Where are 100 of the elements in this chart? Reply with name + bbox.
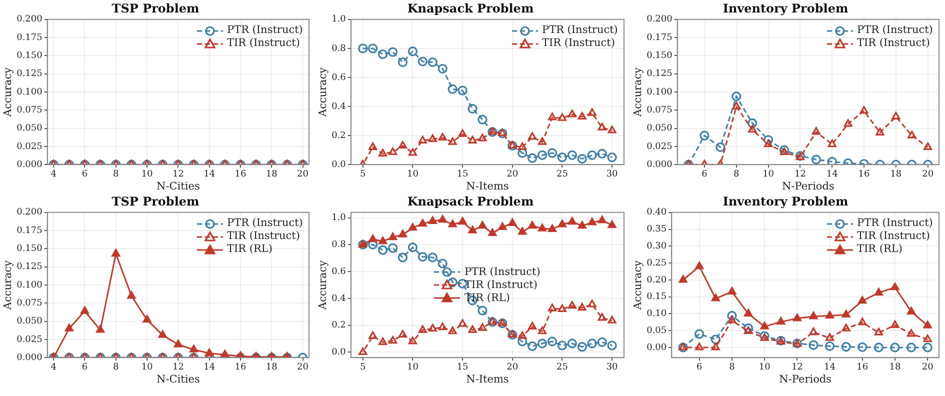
x-tick-label: 6 bbox=[702, 169, 708, 180]
y-tick-label: 0.30 bbox=[646, 242, 667, 252]
y-tick-label: 0.0 bbox=[332, 348, 346, 358]
y-axis-title: Accuracy bbox=[2, 67, 14, 118]
y-tick-label: 0.050 bbox=[16, 124, 43, 134]
x-tick-label: 25 bbox=[556, 362, 568, 372]
chart-title: Knapsack Problem bbox=[407, 194, 534, 208]
x-tick-label: 16 bbox=[856, 362, 868, 372]
y-tick-label: 0.050 bbox=[16, 316, 43, 327]
y-tick-label: 0.125 bbox=[646, 69, 673, 80]
legend-label: TIR (RL) bbox=[227, 243, 272, 256]
x-tick-label: 16 bbox=[234, 169, 246, 180]
x-tick-label: 5 bbox=[360, 169, 366, 180]
x-axis-title: N-Cities bbox=[156, 373, 200, 386]
y-tick-label: 0.175 bbox=[16, 226, 43, 236]
x-tick-label: 12 bbox=[172, 362, 184, 372]
x-tick-label: 20 bbox=[297, 362, 309, 372]
y-tick-label: 0.20 bbox=[646, 275, 667, 286]
y-tick-label: 0.0 bbox=[332, 160, 346, 170]
y-tick-label: 0.00 bbox=[646, 342, 667, 353]
x-tick-label: 10 bbox=[141, 169, 154, 180]
y-tick-label: 0.125 bbox=[16, 262, 43, 272]
x-tick-label: 15 bbox=[456, 169, 469, 180]
chart-title: Inventory Problem bbox=[722, 1, 848, 16]
y-tick-label: 0.175 bbox=[646, 32, 673, 43]
y-tick-label: 0.075 bbox=[646, 105, 673, 116]
legend-label: PTR (Instruct) bbox=[227, 217, 303, 230]
y-tick-label: 0.150 bbox=[16, 244, 43, 254]
x-tick-label: 8 bbox=[729, 362, 736, 372]
y-tick-label: 0.000 bbox=[16, 160, 43, 170]
x-tick-label: 14 bbox=[204, 362, 216, 372]
y-tick-label: 0.2 bbox=[332, 320, 346, 331]
y-tick-label: 0.150 bbox=[646, 51, 673, 62]
y-tick-label: 0.100 bbox=[16, 87, 43, 98]
x-axis-title: N-Periods bbox=[782, 180, 834, 192]
y-tick-label: 0.200 bbox=[16, 14, 43, 25]
x-tick-label: 10 bbox=[758, 362, 771, 372]
y-tick-label: 0.35 bbox=[646, 224, 667, 235]
chart-title: Knapsack Problem bbox=[407, 1, 534, 16]
y-tick-label: 0.000 bbox=[16, 352, 43, 363]
x-tick-label: 20 bbox=[297, 169, 309, 180]
x-tick-label: 4 bbox=[50, 169, 57, 180]
x-tick-label: 18 bbox=[890, 169, 902, 180]
x-tick-label: 20 bbox=[922, 169, 934, 180]
y-tick-label: 0.200 bbox=[16, 208, 43, 218]
y-tick-label: 0.4 bbox=[332, 294, 346, 304]
legend-label: PTR (Instruct) bbox=[857, 24, 933, 38]
legend-label: TIR (RL) bbox=[857, 243, 902, 256]
x-tick-label: 6 bbox=[696, 362, 702, 372]
y-tick-label: 0.175 bbox=[16, 32, 43, 43]
x-tick-label: 18 bbox=[889, 362, 901, 372]
y-tick-label: 0.125 bbox=[16, 69, 43, 80]
x-tick-label: 10 bbox=[141, 362, 154, 372]
y-tick-label: 0.6 bbox=[332, 266, 346, 277]
y-axis-title: Accuracy bbox=[2, 260, 14, 311]
x-tick-label: 16 bbox=[234, 362, 246, 372]
x-axis-title: N-Items bbox=[466, 180, 509, 192]
y-tick-label: 0.200 bbox=[646, 14, 673, 25]
y-tick-label: 0.40 bbox=[646, 208, 667, 218]
x-tick-label: 8 bbox=[113, 362, 120, 372]
x-tick-label: 20 bbox=[506, 362, 518, 372]
y-tick-label: 0.05 bbox=[646, 326, 667, 336]
y-tick-label: 0.8 bbox=[332, 240, 346, 250]
y-tick-label: 0.050 bbox=[646, 124, 673, 134]
y-tick-label: 1.0 bbox=[332, 14, 346, 25]
chart-title: TSP Problem bbox=[112, 1, 200, 16]
x-tick-label: 18 bbox=[266, 169, 278, 180]
x-tick-label: 14 bbox=[826, 169, 838, 180]
x-tick-label: 20 bbox=[922, 362, 934, 372]
y-tick-label: 0.025 bbox=[16, 334, 43, 345]
y-axis-title: Accuracy bbox=[317, 67, 330, 118]
legend-label: TIR (Instruct) bbox=[227, 230, 300, 244]
y-tick-label: 0.4 bbox=[332, 102, 346, 112]
x-tick-label: 20 bbox=[506, 169, 518, 180]
legend-label: TIR (Instruct) bbox=[542, 37, 615, 50]
legend-label: PTR (Instruct) bbox=[857, 217, 933, 230]
x-tick-label: 6 bbox=[82, 362, 88, 372]
y-tick-label: 0.100 bbox=[16, 280, 43, 290]
y-tick-label: 0.150 bbox=[16, 51, 43, 62]
x-tick-label: 30 bbox=[606, 169, 618, 180]
x-tick-label: 25 bbox=[556, 169, 568, 180]
chart-title: Inventory Problem bbox=[722, 194, 848, 208]
y-axis-title: Accuracy bbox=[632, 260, 644, 311]
y-tick-label: 0.000 bbox=[646, 160, 673, 170]
x-tick-label: 30 bbox=[606, 362, 618, 372]
x-tick-label: 14 bbox=[824, 362, 836, 372]
x-tick-label: 16 bbox=[858, 169, 870, 180]
x-tick-label: 12 bbox=[794, 169, 806, 180]
y-axis-title: Accuracy bbox=[317, 260, 330, 311]
y-tick-label: 0.25 bbox=[646, 258, 667, 268]
chart-title: TSP Problem bbox=[112, 194, 200, 208]
legend-label: TIR (Instruct) bbox=[227, 37, 300, 50]
y-tick-label: 0.6 bbox=[332, 72, 346, 83]
x-tick-label: 10 bbox=[406, 362, 419, 372]
y-tick-label: 0.8 bbox=[332, 44, 346, 54]
legend-label: PTR (Instruct) bbox=[464, 266, 540, 278]
x-axis-title: N-Cities bbox=[156, 180, 200, 192]
legend-label: TIR (Instruct) bbox=[857, 230, 930, 244]
x-tick-label: 5 bbox=[360, 362, 366, 372]
x-tick-label: 12 bbox=[791, 362, 803, 372]
